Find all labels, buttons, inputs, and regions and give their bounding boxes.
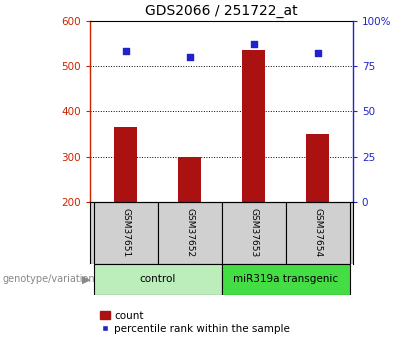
- Text: GSM37654: GSM37654: [313, 208, 322, 257]
- Text: GSM37651: GSM37651: [121, 208, 130, 257]
- Text: miR319a transgenic: miR319a transgenic: [233, 275, 338, 284]
- Title: GDS2066 / 251722_at: GDS2066 / 251722_at: [145, 4, 298, 18]
- Bar: [286, 202, 349, 264]
- Bar: [222, 202, 286, 264]
- Bar: [114, 127, 137, 202]
- Legend: count, percentile rank within the sample: count, percentile rank within the sample: [95, 307, 294, 338]
- Bar: [94, 264, 222, 295]
- Text: GSM37652: GSM37652: [185, 208, 194, 257]
- Bar: [158, 202, 222, 264]
- Text: GSM37653: GSM37653: [249, 208, 258, 257]
- Bar: [306, 134, 329, 202]
- Point: [122, 49, 129, 54]
- Bar: [222, 264, 349, 295]
- Bar: [94, 202, 158, 264]
- Point: [314, 50, 321, 56]
- Text: control: control: [139, 275, 176, 284]
- Bar: [242, 50, 265, 202]
- Point: [250, 41, 257, 47]
- Text: ▶: ▶: [82, 275, 90, 284]
- Bar: [178, 157, 201, 202]
- Point: [186, 54, 193, 60]
- Text: genotype/variation: genotype/variation: [2, 275, 95, 284]
